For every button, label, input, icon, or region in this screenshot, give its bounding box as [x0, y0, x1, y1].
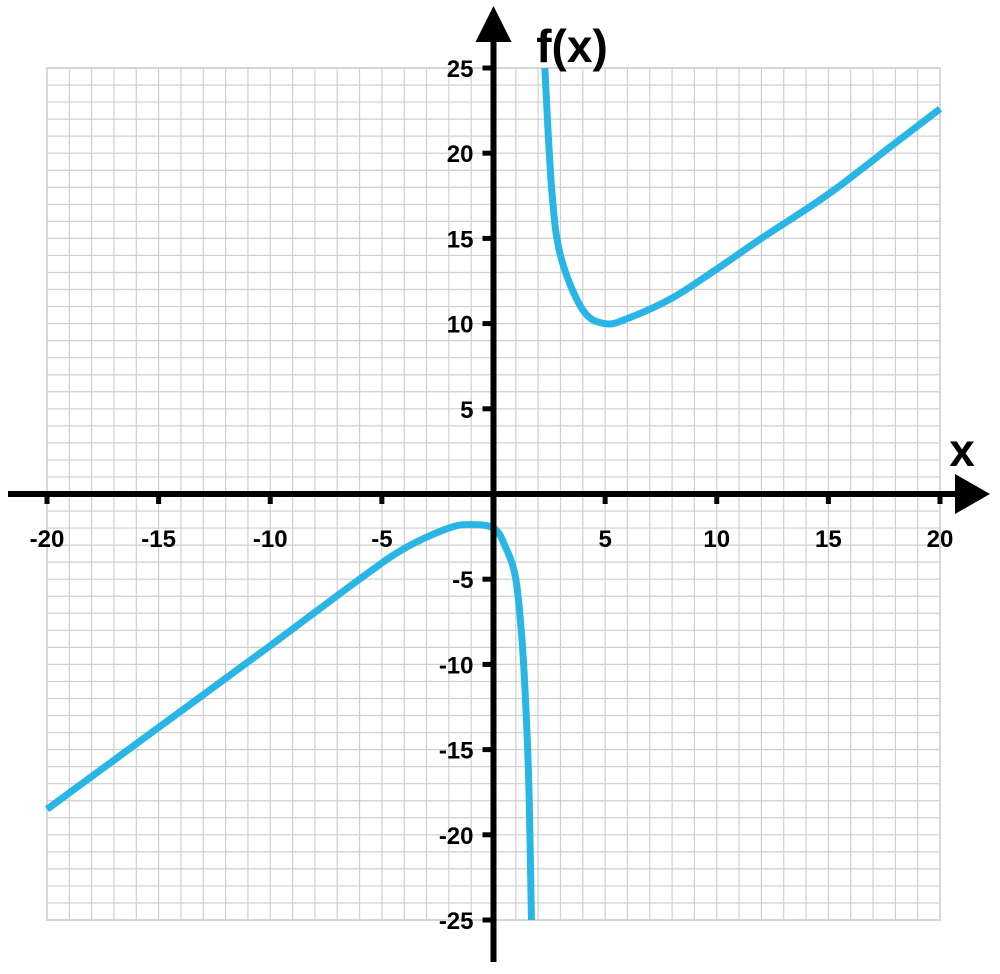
x-tick-label: -15 — [141, 526, 176, 553]
function-curve-segment-1 — [541, 67, 943, 328]
series-layer — [44, 67, 943, 921]
tick-layer: -20 -15 -10 -5 5 10 15 20 25 20 15 10 5 -5 -10 -15 -20 -2… — [30, 56, 954, 935]
x-tick-label: -20 — [30, 526, 65, 553]
y-axis-arrow — [475, 6, 512, 42]
y-tick-label: -10 — [439, 652, 474, 679]
x-tick-label: 10 — [703, 526, 730, 553]
x-axis-title: x — [949, 424, 975, 476]
x-tick-label: 20 — [927, 526, 954, 553]
y-tick-label: 10 — [447, 312, 474, 339]
y-tick-label: -15 — [439, 738, 474, 765]
x-tick-label: -10 — [253, 526, 288, 553]
y-tick-label: -20 — [439, 823, 474, 850]
x-tick-label: 15 — [815, 526, 842, 553]
function-curve-segment-0 — [44, 521, 535, 921]
y-tick-label: 20 — [447, 141, 474, 168]
y-tick-label: -5 — [452, 567, 473, 594]
y-tick-label: -25 — [439, 908, 474, 935]
axes — [8, 6, 990, 962]
x-tick-label: -5 — [371, 526, 392, 553]
x-tick-label: 5 — [598, 526, 611, 553]
y-tick-label: 5 — [460, 397, 473, 424]
y-tick-label: 25 — [447, 56, 474, 83]
x-axis-arrow — [955, 474, 990, 514]
y-axis-title: f(x) — [536, 20, 608, 72]
y-tick-label: 15 — [447, 226, 474, 253]
